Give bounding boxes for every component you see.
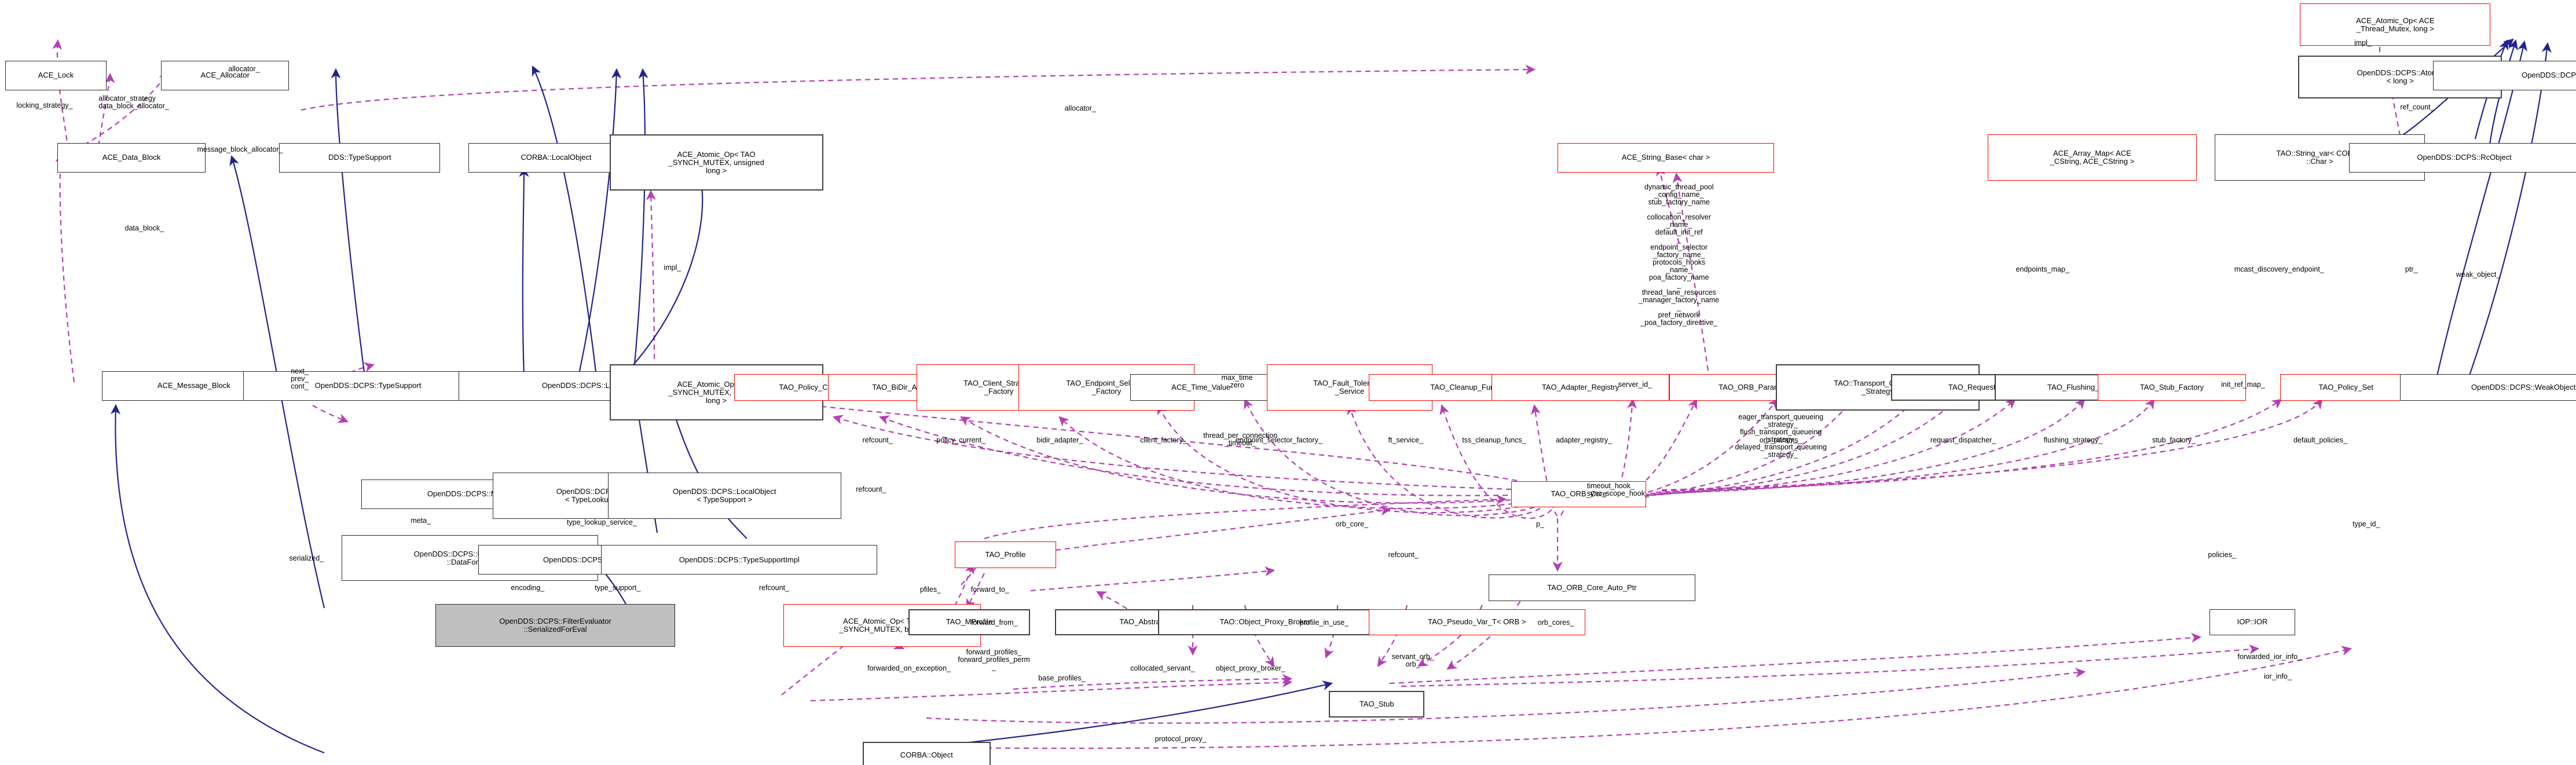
edge-label-el-server-id: server_id_ [1618, 380, 1652, 389]
class-node-dcps_typesupportimpl[interactable]: OpenDDS::DCPS::TypeSupportImpl [601, 545, 878, 575]
class-node-dcps_filterevaluator_serializedforeval[interactable]: OpenDDS::DCPS::FilterEvaluator ::Seriali… [435, 604, 676, 647]
edge-label-el-tss-cleanup-funcs: tss_cleanup_funcs_ [1462, 436, 1526, 445]
edge-label-el-policy-current: policy_current_ [936, 436, 986, 445]
class-node-tao_policy_set[interactable]: TAO_Policy_Set [2280, 374, 2412, 401]
class-node-dcps_weakobject[interactable]: OpenDDS::DCPS::WeakObject [2400, 374, 2576, 401]
edge-label-el-refcount-1: refcount_ [862, 436, 893, 445]
edge-label-el-stub-factory: stub_factory_ [2152, 436, 2196, 445]
edge-label-el-init-ref-map: init_ref_map_ [2221, 380, 2265, 389]
class-node-dcps_poolallocationbase[interactable]: OpenDDS::DCPS::PoolAllocationBase [2433, 60, 2576, 90]
edge-label-el-ior-info: ior_info_ [2263, 672, 2292, 681]
edge-label-el-profile-in-use: profile_in_use_ [1299, 618, 1349, 627]
edge-label-el-transport-queueing-strategies: eager_transport_queueing _strategy_ flus… [1735, 413, 1827, 459]
edge-label-el-forward-from: forward_from_ [970, 618, 1018, 627]
edge-label-el-protocol-proxy: protocol_proxy_ [1155, 734, 1207, 743]
edge-label-el-forwarded-on-exception: forwarded_on_exception_ [867, 664, 951, 673]
edge-label-el-collocated-servant: collocated_servant_ [1130, 664, 1195, 673]
edge-label-el-forwarded-ior-info: forwarded_ior_info_ [2237, 653, 2302, 661]
edge-label-el-type-id: type_id_ [2353, 519, 2380, 528]
class-node-corba_object[interactable]: CORBA::Object [862, 742, 991, 765]
edge-label-el-default-policies: default_policies_ [2293, 436, 2348, 445]
edge-label-el-forward-profiles: forward_profiles_ forward_profiles_perm … [958, 647, 1030, 671]
class-node-ace_array_map[interactable]: ACE_Array_Map< ACE _CString, ACE_CString… [1988, 134, 2197, 181]
edge-label-el-weak-object: weak_object_ [2456, 270, 2501, 279]
edge-label-el-bidir-adapter: bidir_adapter_ [1036, 436, 1083, 445]
edge-label-el-orb-cores: orb_cores_ [1537, 618, 1574, 627]
edge-label-el-forward-to: forward_to_ [970, 585, 1009, 594]
class-node-dcps_rcobject[interactable]: OpenDDS::DCPS::RcObject [2349, 142, 2576, 173]
edge-label-el-thread-per-connection-timeout: thread_per_connection _timeout_ [1203, 431, 1278, 447]
edge-label-el-timeout-hook: timeout_hook_ sync_scope_hook_ [1586, 482, 1649, 498]
edge-label-el-client-factory: client_factory_ [1140, 436, 1187, 445]
edge-label-el-endpoints-map: endpoints_map_ [2016, 265, 2069, 274]
edge-label-el-allocator-strategy: allocator_strategy data_block_allocator_ [98, 94, 169, 111]
edge-label-el-max-time-zero: max_time zero [1221, 374, 1253, 390]
class-node-iop_ior[interactable]: IOP::IOR [2209, 609, 2295, 636]
edge-label-el-refcount-4: refcount_ [758, 584, 789, 592]
class-node-dcps_typesupport[interactable]: OpenDDS::DCPS::TypeSupport [243, 371, 493, 401]
edge-label-el-refcount-2: refcount_ [856, 485, 886, 494]
edge-label-el-type-support: type_support_ [595, 584, 641, 592]
edge-label-el-request-dispatcher: request_dispatcher_ [1930, 436, 1996, 445]
edge-label-el-type-lookup-service: type_lookup_service_ [566, 518, 637, 526]
edge-label-el-encoding: encoding_ [511, 584, 545, 592]
class-node-dcps_localobject_ts[interactable]: OpenDDS::DCPS::LocalObject < TypeSupport… [607, 473, 841, 519]
edge-label-el-message-block-allocator: message_block_allocator_ [197, 145, 283, 154]
edge-label-el-base-profiles: base_profiles_ [1038, 674, 1086, 683]
edge-label-el-meta: meta_ [411, 516, 431, 525]
class-node-ace_atomic_thread_mutex_long[interactable]: ACE_Atomic_Op< ACE _Thread_Mutex, long > [2300, 3, 2491, 46]
edge-label-el-impl-2: impl_ [664, 263, 681, 272]
edge-label-el-adapter-registry: adapter_registry_ [1555, 436, 1613, 445]
class-node-tao_adapter_registry[interactable]: TAO_Adapter_Registry [1492, 374, 1669, 401]
edge-label-el-dynamic-thread-pool: dynamic_thread_pool _config_name_ stub_f… [1639, 183, 1720, 327]
edge-label-el-pfiles: pfiles_ [919, 585, 941, 594]
edge-label-el-mcast-discovery-endpoint: mcast_discovery_endpoint_ [2234, 265, 2324, 274]
edge-label-el-allocator-2: allocator_ [1064, 104, 1096, 113]
edge-label-el-impl-1: impl_ [2354, 39, 2372, 47]
edge-label-el-ft-service: ft_service_ [1388, 436, 1424, 445]
class-node-ace_allocator[interactable]: ACE_Allocator [161, 60, 290, 90]
class-node-dds_typesupport[interactable]: DDS::TypeSupport [279, 142, 441, 173]
edge-label-el-ptr: ptr_ [2405, 265, 2418, 274]
edge-label-el-refcount-3: refcount_ [1388, 551, 1419, 559]
edge-label-el-next-prev-cont: next_ prev_ cont_ [291, 367, 309, 390]
edge-label-el-flushing-strategy: flushing_strategy_ [2043, 436, 2103, 445]
class-node-ace_atomic_ulong[interactable]: ACE_Atomic_Op< TAO _SYNCH_MUTEX, unsigne… [609, 134, 823, 191]
class-node-ace_data_block[interactable]: ACE_Data_Block [57, 142, 206, 173]
class-node-tao_orb_core_auto_ptr[interactable]: TAO_ORB_Core_Auto_Ptr [1488, 574, 1696, 601]
edge-label-el-allocator-1: allocator_ [228, 65, 260, 74]
edge-label-el-locking-strategy: locking_strategy_ [16, 101, 73, 109]
edge-label-el-servant-orb: servant_orb_ orb_ [1391, 653, 1434, 669]
edge-label-el-policies: policies_ [2208, 551, 2237, 559]
edge-label-el-orb-core-1: orb_core_ [1335, 519, 1369, 528]
class-node-ace_time_value[interactable]: ACE_Time_Value [1130, 374, 1272, 401]
edge-label-el-data-block: data_block_ [124, 224, 164, 233]
edge-label-el-ref-count: ref_count_ [2400, 103, 2435, 111]
class-node-ace_lock[interactable]: ACE_Lock [5, 60, 107, 90]
edge-label-el-object-proxy-broker: object_proxy_broker_ [1215, 664, 1285, 673]
class-node-ace_string_base[interactable]: ACE_String_Base< char > [1557, 142, 1775, 173]
class-node-tao_stub[interactable]: TAO_Stub [1329, 691, 1424, 718]
edge-label-el-p: p_ [1536, 519, 1544, 528]
edge-label-el-serialized: serialized_ [289, 554, 324, 563]
class-node-tao_profile[interactable]: TAO_Profile [954, 541, 1057, 568]
